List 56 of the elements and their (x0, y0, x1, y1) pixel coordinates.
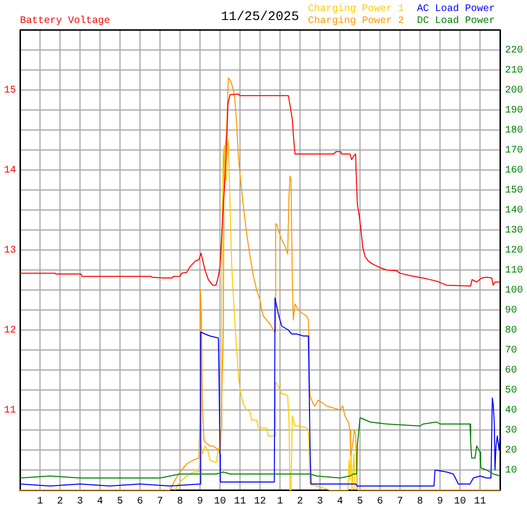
y2-tick-label: 70 (505, 346, 518, 357)
x-tick-label: 1 (36, 496, 44, 508)
x-tick-label: 8 (176, 496, 184, 508)
text: Charging Power 1 (308, 4, 404, 16)
y2-tick-label: 180 (505, 126, 524, 137)
x-tick-label: 7 (156, 496, 164, 508)
x-tick-label: 3 (316, 496, 324, 508)
x-tick-label: 6 (376, 496, 384, 508)
x-tick-label: 10 (454, 496, 466, 508)
x-tick-label: 8 (416, 496, 424, 508)
y2-tick-label: 200 (505, 86, 524, 97)
x-tick-label: 5 (116, 496, 124, 508)
y-tick-label: 11 (4, 406, 16, 417)
x-tick-label: 1 (276, 496, 284, 508)
x-tick-label: 4 (96, 496, 104, 508)
y2-tick-label: 220 (505, 46, 524, 57)
y2-tick-label: 50 (505, 386, 518, 397)
y2-tick-label: 80 (505, 326, 518, 337)
y2-tick-label: 130 (505, 226, 524, 237)
y-axis-title: Battery Voltage (20, 16, 110, 28)
x-tick-label: 11 (474, 496, 486, 508)
y2-tick-label: 100 (505, 286, 524, 297)
x-tick-label: 12 (254, 496, 266, 508)
x-tick-label: 9 (436, 496, 444, 508)
y2-tick-label: 190 (505, 106, 524, 117)
y2-tick-label: 120 (505, 246, 524, 257)
x-tick-label: 2 (296, 496, 304, 508)
y2-tick-label: 20 (505, 446, 518, 457)
y2-tick-label: 60 (505, 366, 518, 377)
y2-tick-label: 150 (505, 186, 524, 197)
x-tick-label: 6 (136, 496, 144, 508)
text: Charging Power 2 (308, 16, 404, 28)
x-tick-label: 4 (336, 496, 344, 508)
x-tick-label: 3 (76, 496, 84, 508)
y-tick-label: 12 (4, 326, 16, 337)
y2-tick-label: 40 (505, 406, 518, 417)
x-tick-label: 9 (196, 496, 204, 508)
y2-tick-label: 210 (505, 66, 524, 77)
y2-tick-label: 90 (505, 306, 518, 317)
text: DC Load Power (416, 16, 495, 28)
x-tick-label: 7 (396, 496, 404, 508)
text: AC Load Power (416, 4, 495, 16)
y2-tick-label: 140 (505, 206, 524, 217)
y-tick-label: 15 (4, 86, 16, 97)
x-tick-label: 5 (356, 496, 364, 508)
y2-tick-label: 10 (505, 466, 518, 477)
y2-tick-label: 160 (505, 166, 524, 177)
y2-tick-label: 170 (505, 146, 524, 157)
y2-tick-label: 30 (505, 426, 518, 437)
chart-title: 11/25/2025 (220, 9, 299, 24)
x-tick-label: 10 (214, 496, 226, 508)
y-tick-label: 14 (4, 166, 16, 177)
y2-tick-label: 110 (505, 266, 524, 277)
x-tick-label: 11 (234, 496, 246, 508)
y-tick-label: 13 (4, 246, 16, 257)
x-tick-label: 2 (56, 496, 64, 508)
